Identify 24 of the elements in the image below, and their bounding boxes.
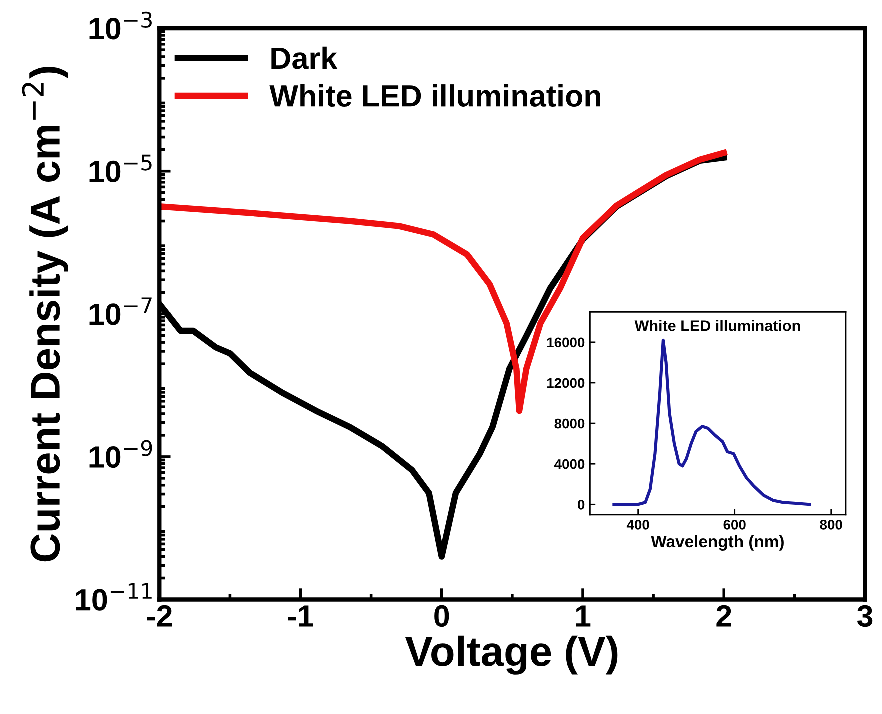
y-tick-label: 12000 bbox=[547, 378, 585, 388]
line-series bbox=[612, 338, 812, 506]
legend-label: Dark bbox=[272, 46, 338, 70]
y-tick-label: 8000 bbox=[554, 418, 585, 429]
x-tick-label: -1 bbox=[288, 606, 314, 627]
y-tick-label: 10$^{−3}$ bbox=[90, 12, 152, 40]
x-tick-label: 800 bbox=[820, 520, 842, 530]
x-tick-label: 3 bbox=[857, 605, 873, 628]
y-axis-title: Current Density (A cm$^{−2}$) bbox=[22, 67, 68, 562]
y-tick-label: 10$^{−9}$ bbox=[90, 440, 152, 468]
y-tick-label: 10$^{−5}$ bbox=[90, 154, 152, 183]
x-tick-label: 600 bbox=[724, 520, 746, 530]
x-tick-label: 1 bbox=[576, 606, 591, 627]
y-tick-label: 4000 bbox=[554, 459, 585, 470]
y-tick-label: 16000 bbox=[547, 338, 585, 348]
legend-label: White LED illumination bbox=[270, 84, 600, 107]
x-axis-title: Voltage (V) bbox=[405, 636, 618, 675]
x-tick-label: 400 bbox=[626, 520, 650, 530]
x-tick-label: 2 bbox=[716, 605, 732, 627]
x-tick-label: 0 bbox=[434, 605, 450, 628]
x-axis-title: Wavelength (nm) bbox=[651, 535, 784, 551]
chart-title: White LED illumination bbox=[634, 320, 800, 332]
y-tick-label: 10$^{−7}$ bbox=[90, 298, 152, 326]
y-tick-label: 0 bbox=[578, 500, 585, 510]
